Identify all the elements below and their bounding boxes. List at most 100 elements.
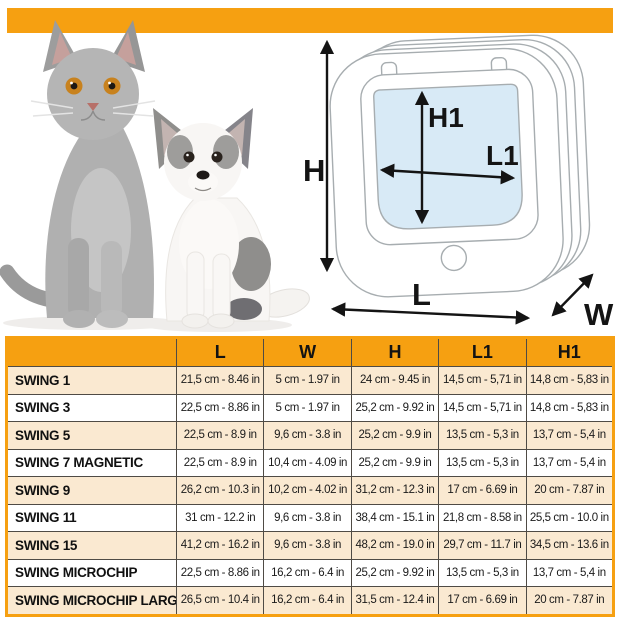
cat-front-leg: [101, 241, 122, 318]
cat-front-leg: [68, 238, 89, 318]
arrow-L1: [379, 163, 516, 185]
cell-H: 38,4 cm - 15.1 in: [350, 503, 440, 532]
cell-H1: 20 cm - 7.87 in: [525, 476, 615, 505]
cell-L1: 13,5 cm - 5,3 in: [438, 448, 527, 477]
flap-unit: [329, 34, 591, 298]
dog-blaze: [192, 124, 214, 172]
model-name-cell: SWING MICROCHIP: [6, 558, 177, 587]
model-name-cell: SWING 9: [6, 476, 177, 505]
cell-L: 21,5 cm - 8.46 in: [175, 366, 265, 395]
cell-H1: 34,5 cm - 13.6 in: [525, 531, 615, 560]
cat-head: [47, 48, 139, 140]
model-name-cell: SWING 11: [6, 503, 177, 532]
cell-W: 9,6 cm - 3.8 in: [263, 531, 352, 560]
top-orange-bar: [7, 8, 613, 33]
cell-H1: 13,7 cm - 5,4 in: [525, 421, 615, 450]
spec-table: L W H L1 H1 SWING 1 21,5 cm - 8.46 in 5 …: [5, 336, 615, 617]
dog-back-patch: [231, 237, 271, 291]
header-model-column: [6, 337, 177, 367]
cat-whiskers: [30, 100, 156, 117]
cat-mouth: [80, 110, 106, 121]
cell-W: 5 cm - 1.97 in: [263, 393, 352, 422]
flap-knob: [440, 244, 468, 272]
cell-L: 22,5 cm - 8.9 in: [175, 448, 265, 477]
cell-W: 9,6 cm - 3.8 in: [263, 421, 352, 450]
cell-L: 22,5 cm - 8.86 in: [175, 558, 265, 587]
dim-label-w: W: [584, 297, 614, 332]
dog-front-leg: [212, 253, 231, 321]
cell-W: 10,2 cm - 4.02 in: [263, 476, 352, 505]
table-row: SWING 5 22,5 cm - 8.9 in 9,6 cm - 3.8 in…: [6, 421, 615, 450]
arrow-W: [551, 273, 594, 317]
dim-label-h: H: [303, 153, 325, 188]
cell-H: 25,2 cm - 9.92 in: [350, 558, 440, 587]
cell-L1: 17 cm - 6.69 in: [438, 476, 527, 505]
cell-H1: 20 cm - 7.87 in: [525, 586, 615, 616]
dog-nose: [196, 170, 210, 180]
cell-H: 24 cm - 9.45 in: [350, 366, 440, 395]
cell-L: 22,5 cm - 8.9 in: [175, 421, 265, 450]
cell-H1: 13,7 cm - 5,4 in: [525, 448, 615, 477]
arrow-L: [330, 302, 531, 325]
cell-H: 25,2 cm - 9.9 in: [350, 448, 440, 477]
dim-label-l: L: [412, 277, 431, 312]
cell-L: 26,5 cm - 10.4 in: [175, 586, 265, 616]
cell-H1: 14,8 cm - 5,83 in: [525, 393, 615, 422]
table-row: SWING 11 31 cm - 12.2 in 9,6 cm - 3.8 in…: [6, 503, 615, 532]
model-name-cell: SWING MICROCHIP LARGE: [6, 586, 177, 616]
model-name-cell: SWING 5: [6, 421, 177, 450]
dog-front-leg: [186, 251, 205, 321]
table-row: SWING 15 41,2 cm - 16.2 in 9,6 cm - 3.8 …: [6, 531, 615, 560]
header-col-H1: H1: [525, 337, 615, 367]
cell-L1: 21,8 cm - 8.58 in: [438, 503, 527, 532]
cell-W: 16,2 cm - 6.4 in: [263, 586, 352, 616]
table-row: SWING MICROCHIP LARGE 26,5 cm - 10.4 in …: [6, 586, 615, 616]
cell-L1: 17 cm - 6.69 in: [438, 586, 527, 616]
flap-dimension-diagram: H H1 L1 L W: [303, 34, 614, 332]
model-name-cell: SWING 3: [6, 393, 177, 422]
table-header-row: L W H L1 H1: [6, 337, 615, 367]
cell-W: 16,2 cm - 6.4 in: [263, 558, 352, 587]
cell-H: 31,2 cm - 12.3 in: [350, 476, 440, 505]
cell-H: 48,2 cm - 19.0 in: [350, 531, 440, 560]
table-row: SWING 7 MAGNETIC 22,5 cm - 8.9 in 10,4 c…: [6, 448, 615, 477]
model-name-cell: SWING 7 MAGNETIC: [6, 448, 177, 477]
cat-eyes: [65, 77, 121, 95]
flap-window: [373, 83, 523, 230]
header-col-L: L: [175, 337, 265, 367]
cell-H1: 25,5 cm - 10.0 in: [525, 503, 615, 532]
dim-label-h1: H1: [428, 102, 464, 133]
cat-and-dog-photo: [0, 20, 310, 332]
table-row: SWING MICROCHIP 22,5 cm - 8.86 in 16,2 c…: [6, 558, 615, 587]
dog-paw: [207, 313, 235, 329]
table-row: SWING 1 21,5 cm - 8.46 in 5 cm - 1.97 in…: [6, 366, 615, 395]
cell-L: 22,5 cm - 8.86 in: [175, 393, 265, 422]
dog-rear-patch: [226, 298, 262, 320]
cell-W: 10,4 cm - 4.09 in: [263, 448, 352, 477]
cat-nose: [87, 103, 99, 111]
cell-H: 31,5 cm - 12.4 in: [350, 586, 440, 616]
dog-mouth: [194, 187, 212, 192]
cell-H1: 14,8 cm - 5,83 in: [525, 366, 615, 395]
cell-L: 31 cm - 12.2 in: [175, 503, 265, 532]
dog-paw: [181, 313, 209, 329]
header-col-L1: L1: [438, 337, 527, 367]
model-name-cell: SWING 15: [6, 531, 177, 560]
cell-H: 25,2 cm - 9.92 in: [350, 393, 440, 422]
cat-illustration: [0, 20, 156, 328]
table-row: SWING 3 22,5 cm - 8.86 in 5 cm - 1.97 in…: [6, 393, 615, 422]
table-row: SWING 9 26,2 cm - 10.3 in 10,2 cm - 4.02…: [6, 476, 615, 505]
cell-L1: 14,5 cm - 5,71 in: [438, 366, 527, 395]
cell-L1: 14,5 cm - 5,71 in: [438, 393, 527, 422]
cat-paw: [96, 310, 128, 328]
cell-L: 26,2 cm - 10.3 in: [175, 476, 265, 505]
cell-L1: 13,5 cm - 5,3 in: [438, 421, 527, 450]
model-name-cell: SWING 1: [6, 366, 177, 395]
cell-L1: 29,7 cm - 11.7 in: [438, 531, 527, 560]
dog-illustration: [153, 108, 310, 329]
cell-H1: 13,7 cm - 5,4 in: [525, 558, 615, 587]
dimension-arrows: [319, 39, 594, 325]
cell-H: 25,2 cm - 9.9 in: [350, 421, 440, 450]
dog-muzzle: [188, 171, 218, 193]
